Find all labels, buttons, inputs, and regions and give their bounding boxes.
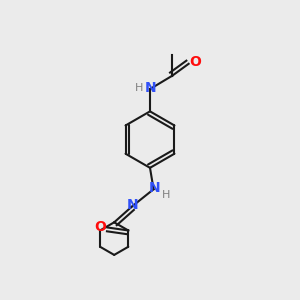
Text: O: O (94, 220, 106, 234)
Text: H: H (162, 190, 170, 200)
Text: N: N (145, 81, 156, 95)
Text: N: N (149, 181, 161, 195)
Text: N: N (127, 198, 138, 212)
Text: O: O (189, 55, 201, 69)
Text: H: H (134, 83, 143, 93)
